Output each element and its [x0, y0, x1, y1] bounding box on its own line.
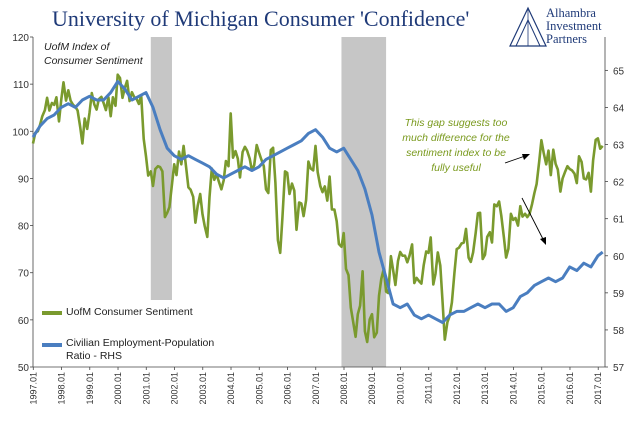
x-tick-label: 1999.01 [85, 372, 95, 405]
axis-layer: 50 60 70 80 90 100 110 120 57 58 59 60 61 62 63 64 65 199… [12, 33, 624, 405]
right-tick-label: 63 [613, 141, 625, 152]
logo-text: Alhambra Investment Partners [546, 7, 602, 46]
legend-label-employment-text: Civilian Employment-Population Ratio - R… [66, 337, 215, 362]
right-tick-label: 58 [613, 326, 625, 337]
left-tick-label: 120 [12, 33, 29, 44]
right-tick-label: 60 [613, 252, 625, 263]
x-tick-label: 2014.01 [508, 372, 518, 405]
x-tick-label: 2017.01 [593, 372, 603, 405]
right-tick-label: 61 [613, 215, 625, 226]
series-line-employment [31, 80, 604, 324]
x-tick-label: 1997.01 [28, 372, 38, 405]
annotation-arrowhead-employment [540, 237, 546, 245]
annotation-line1: This gap suggests too [404, 117, 508, 129]
x-tick-label: 2012.01 [452, 372, 462, 405]
inset-note-line2: Consumer Sentiment [44, 55, 143, 67]
x-tick-label: 2003.01 [198, 372, 208, 405]
annotation-line4: fully useful [431, 162, 481, 174]
gap-annotation: This gap suggests too much difference fo… [376, 116, 536, 176]
logo-line1: Alhambra [546, 6, 596, 20]
x-tick-label: 2011.01 [424, 372, 434, 404]
legend-swatch-employment [42, 343, 62, 347]
inset-note: UofM Index of Consumer Sentiment [44, 40, 143, 68]
right-tick-label: 64 [613, 103, 625, 114]
inset-note-line1: UofM Index of [44, 41, 110, 53]
logo-emblem [509, 6, 547, 47]
x-tick-label: 2013.01 [480, 372, 490, 405]
x-tick-label: 2009.01 [367, 372, 377, 405]
x-tick-label: 1998.01 [57, 372, 67, 405]
x-tick-label: 2007.01 [311, 372, 321, 405]
left-tick-label: 60 [18, 316, 30, 327]
logo-line2: Investment [546, 19, 602, 33]
x-tick-label: 2004.01 [226, 372, 236, 405]
x-tick-label: 2001.01 [141, 372, 151, 405]
page-title: University of Michigan Consumer 'Confide… [52, 6, 470, 31]
x-tick-label: 2006.01 [283, 372, 293, 405]
annotation-line2: much difference for the [402, 132, 510, 144]
logo-line3: Partners [546, 32, 587, 46]
left-tick-label: 100 [12, 127, 29, 138]
legend-swatch-sentiment [42, 311, 62, 315]
annotation-arrow-employment [521, 197, 546, 244]
right-tick-label: 65 [613, 66, 625, 77]
series-layer [31, 73, 604, 344]
x-tick-label: 2010.01 [395, 372, 405, 405]
x-tick-label: 2015.01 [537, 372, 547, 405]
arrow-layer [504, 154, 546, 245]
annotation-arrowhead-sentiment [522, 154, 530, 160]
right-tick-label: 57 [613, 363, 625, 374]
series-line-sentiment [31, 73, 604, 344]
left-tick-label: 90 [18, 174, 30, 185]
legend-label-employment: Civilian Employment-Population Ratio - R… [66, 337, 216, 363]
left-tick-label: 80 [18, 222, 30, 233]
right-tick-label: 62 [613, 178, 625, 189]
left-tick-label: 70 [18, 269, 30, 280]
left-tick-label: 50 [18, 363, 30, 374]
x-tick-label: 2000.01 [113, 372, 123, 405]
x-tick-label: 2008.01 [339, 372, 349, 405]
x-tick-label: 2005.01 [254, 372, 264, 405]
legend-label-sentiment: UofM Consumer Sentiment [66, 306, 193, 318]
x-tick-label: 2002.01 [170, 372, 180, 405]
left-tick-label: 110 [13, 80, 29, 91]
annotation-line3: sentiment index to be [406, 147, 506, 159]
right-tick-label: 59 [613, 289, 625, 300]
x-tick-label: 2016.01 [565, 372, 575, 405]
